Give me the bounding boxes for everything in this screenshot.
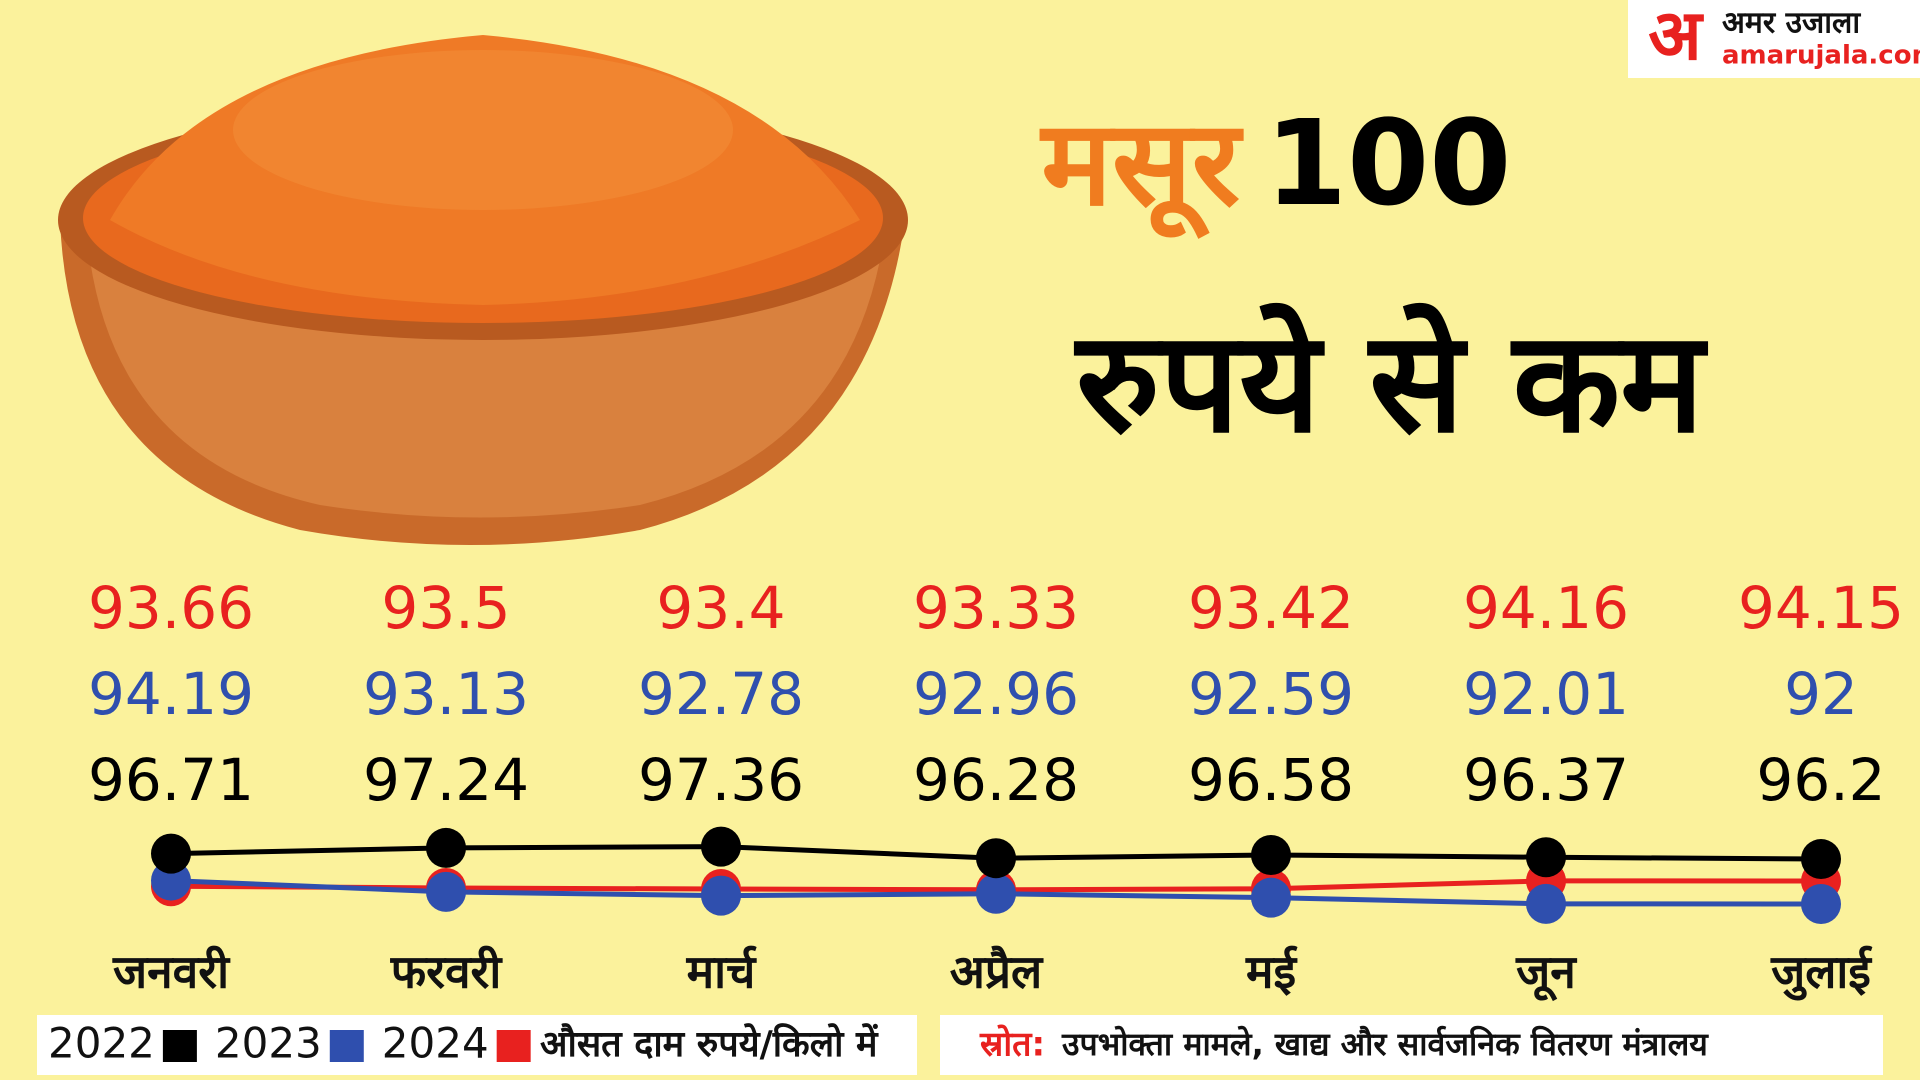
value-label: 92.01 — [1463, 660, 1629, 728]
legend-swatch — [329, 1030, 364, 1062]
point — [1251, 834, 1291, 875]
value-label: 92.78 — [638, 660, 804, 728]
x-tick-label: जून — [1515, 945, 1577, 1002]
point — [1801, 839, 1841, 880]
value-label: 92 — [1784, 660, 1858, 728]
value-label: 96.28 — [913, 746, 1079, 814]
brand-name: अमर उजाला — [1722, 6, 1861, 41]
value-label: 92.59 — [1188, 660, 1354, 728]
legend-swatch — [496, 1030, 531, 1062]
value-label: 93.4 — [656, 574, 785, 642]
legend-swatch — [162, 1030, 197, 1062]
value-label: 96.58 — [1188, 746, 1354, 814]
value-label: 93.33 — [913, 574, 1079, 642]
plot: जनवरी फरवरी मार्च अप्रैल मई जून जुलाई 93.66 93.5… — [88, 574, 1904, 1001]
x-tick-label: मार्च — [686, 945, 758, 999]
value-label: 93.42 — [1188, 574, 1354, 642]
value-label: 97.24 — [363, 746, 529, 814]
point — [426, 871, 466, 912]
chart-title: 100 — [1265, 94, 1511, 232]
chart-subtitle: रुपये से कम — [1073, 302, 1708, 465]
x-tick-label: मई — [1245, 945, 1298, 999]
point — [976, 838, 1016, 879]
brand-url: amarujala.com — [1722, 41, 1920, 71]
title-highlight: मसूर — [1039, 94, 1243, 239]
legend-label: 2024 — [382, 1019, 489, 1068]
value-label: 96.2 — [1756, 746, 1885, 814]
x-tick-label: अप्रैल — [950, 945, 1044, 999]
legend-label: 2023 — [215, 1019, 322, 1068]
point — [426, 827, 466, 868]
point — [1526, 883, 1566, 924]
value-label: 94.15 — [1738, 574, 1904, 642]
point — [1251, 877, 1291, 918]
source-box — [940, 1015, 1883, 1075]
x-tick-label: जुलाई — [1770, 945, 1873, 1002]
value-label: 97.36 — [638, 746, 804, 814]
value-label: 94.16 — [1463, 574, 1629, 642]
point — [1526, 837, 1566, 878]
unit-note: औसत दाम रुपये/किलो में — [540, 1023, 879, 1065]
brand-logo: अ अमर उजाला amarujala.com — [1628, 0, 1920, 78]
value-label: 93.66 — [88, 574, 254, 642]
value-label: 94.19 — [88, 660, 254, 728]
source-label: स्रोत: — [979, 1024, 1045, 1065]
value-label: 96.71 — [88, 746, 254, 814]
point — [1801, 884, 1841, 924]
value-label: 96.37 — [1463, 746, 1629, 814]
legend-label: 2022 — [48, 1019, 155, 1068]
value-label: 93.5 — [381, 574, 510, 642]
point — [151, 833, 191, 874]
value-label: 92.96 — [913, 660, 1079, 728]
x-tick-label: फरवरी — [390, 945, 504, 999]
legend: 2022 2023 2024 — [48, 1019, 531, 1068]
point — [701, 875, 741, 916]
source: उपभोक्ता मामले, खाद्य और सार्वजनिक वितरण… — [1061, 1025, 1709, 1063]
point — [976, 873, 1016, 914]
svg-text:अ: अ — [1648, 0, 1704, 76]
lentil-bowl — [58, 35, 908, 545]
value-label: 93.13 — [363, 660, 529, 728]
point — [701, 826, 741, 867]
x-tick-label: जनवरी — [112, 945, 231, 999]
